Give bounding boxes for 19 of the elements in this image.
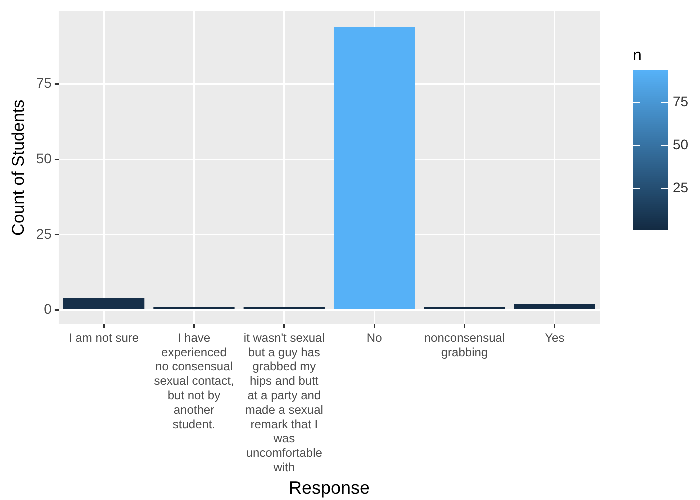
y-tick-label: 25: [36, 226, 52, 242]
x-tick-label: Yes: [545, 330, 565, 345]
bar: [334, 27, 416, 310]
category-label: it wasn't sexual but a guy has grabbed my hips and butt at a party and made a sexual remark that I was uncomfortable with: [244, 330, 325, 475]
bar: [514, 304, 596, 310]
color-bar-label: 25: [673, 180, 689, 196]
y-axis-title: Count of Students: [8, 100, 28, 236]
color-bar-label: 75: [673, 94, 689, 110]
x-tick-label: No: [366, 330, 383, 345]
bar: [63, 298, 145, 310]
x-tick-label: nonconsensual grabbing: [424, 330, 506, 360]
x-tick-label: I am not sure: [69, 330, 140, 345]
y-tick-label: 75: [36, 75, 52, 92]
color-bar-title: n: [633, 47, 642, 64]
color-bar-label: 50: [673, 136, 689, 153]
y-tick-label: 0: [44, 301, 52, 318]
x-tick-label: I have experienced no consensual sexual contact, but not by another student.: [154, 330, 234, 432]
y-tick-label: 50: [36, 150, 52, 166]
x-axis-title: Response: [288, 478, 370, 498]
